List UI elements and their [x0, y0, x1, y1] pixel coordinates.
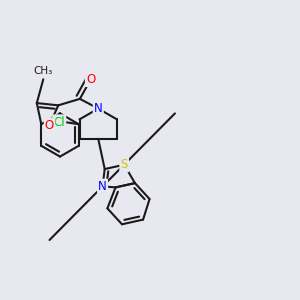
Text: CH₃: CH₃: [34, 66, 53, 76]
Text: O: O: [45, 118, 54, 132]
Text: O: O: [86, 73, 95, 86]
Text: N: N: [94, 102, 103, 115]
Text: Cl: Cl: [53, 116, 65, 128]
Text: S: S: [121, 158, 128, 171]
Text: N: N: [98, 180, 107, 193]
